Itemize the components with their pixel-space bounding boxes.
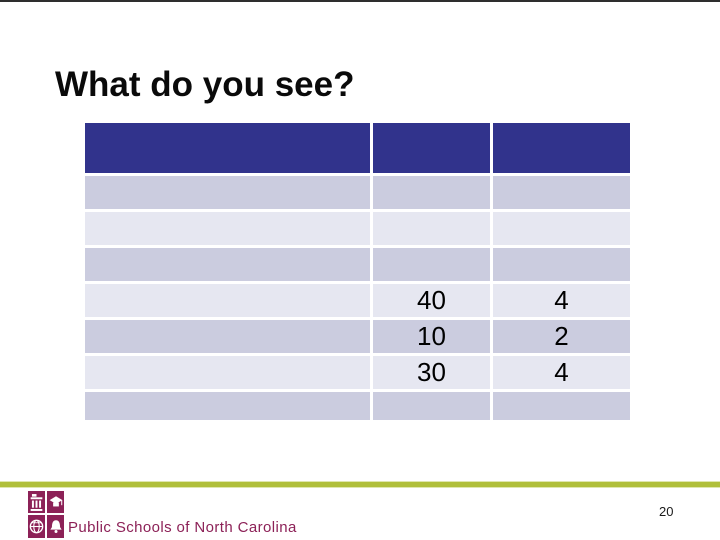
column-icon [28,491,45,513]
bell-icon [47,515,64,538]
table-cell [85,320,370,353]
table-cell [373,392,490,420]
table-cell [85,212,370,245]
table-cell: 30 [373,356,490,389]
table-cell: 4 [493,284,630,317]
table-cell [373,176,490,209]
table-cell [85,356,370,389]
footer-org-name: Public Schools of North Carolina [68,519,297,536]
table-cell [493,176,630,209]
table-cell [373,212,490,245]
accent-rule [0,481,720,488]
table-cell [85,248,370,281]
table-cell [493,248,630,281]
top-border-bar [0,0,720,2]
slide-title: What do you see? [55,65,355,105]
nc-public-schools-logo [28,491,64,538]
table-header-cell [373,123,490,173]
table-cell [493,392,630,420]
table-cell: 10 [373,320,490,353]
table-cell [373,248,490,281]
table-cell: 40 [373,284,490,317]
table-cell [85,392,370,420]
graduation-cap-icon [47,491,64,513]
globe-icon [28,515,45,538]
table-cell: 4 [493,356,630,389]
table-header-cell [493,123,630,173]
table-cell [85,176,370,209]
data-table: 40 4 10 2 30 4 [85,123,630,420]
table-header-cell [85,123,370,173]
page-number: 20 [659,504,674,519]
table-cell: 2 [493,320,630,353]
table-cell [85,284,370,317]
table-cell [493,212,630,245]
